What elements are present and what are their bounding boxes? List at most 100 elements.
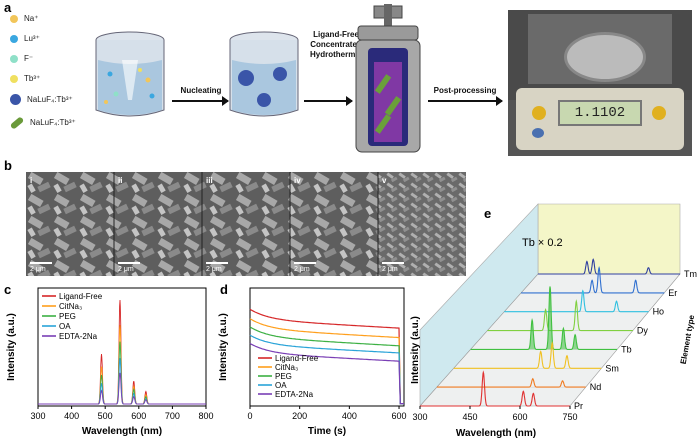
series-line-4 bbox=[249, 342, 404, 405]
sem-tile-v: v 2 μm bbox=[378, 172, 466, 276]
series-name-label: Sm bbox=[605, 363, 619, 373]
x-tick-label: 800 bbox=[198, 411, 213, 421]
series-line-3 bbox=[249, 334, 404, 405]
x-tick-label: 450 bbox=[462, 412, 477, 422]
panel-a-label: a bbox=[4, 0, 12, 15]
step-post-processing: Post-processing bbox=[433, 86, 497, 95]
series-name-label: Tb bbox=[621, 344, 632, 354]
x-tick-label: 300 bbox=[412, 412, 427, 422]
legend-na: Na⁺ bbox=[10, 14, 38, 23]
chart-d-xlabel: Time (s) bbox=[308, 426, 346, 437]
legend-label: Tb³⁺ bbox=[24, 74, 41, 83]
sem-tile-label: iii bbox=[206, 176, 213, 185]
legend-label: PEG bbox=[59, 312, 76, 321]
x-tick-label: 400 bbox=[64, 411, 79, 421]
balance-display: 1.1102 bbox=[558, 100, 642, 126]
balance-button-icon bbox=[532, 128, 544, 138]
sem-tile-label: iv bbox=[294, 176, 301, 185]
sem-images: i 2 μm ii 2 μm iii 2 μm iv 2 μm v 2 μm bbox=[26, 172, 466, 276]
x-tick-label: 600 bbox=[392, 411, 407, 421]
tb-ion-icon bbox=[10, 74, 18, 83]
chart-d-ylabel: Intensity (a.u.) bbox=[218, 313, 229, 381]
legend-nucleus: NaLuF₄:Tb³⁺ bbox=[10, 94, 73, 105]
nucleus-icon bbox=[10, 94, 21, 105]
series-name-label: Er bbox=[668, 288, 677, 298]
sem-texture bbox=[26, 172, 466, 276]
sem-tile-i: i 2 μm bbox=[26, 172, 114, 276]
legend-label: NaLuF₄:Tb³⁺ bbox=[30, 118, 76, 127]
series-name-label: Pr bbox=[574, 401, 583, 411]
series-line-er bbox=[521, 265, 665, 294]
legend-label: Ligand-Free bbox=[275, 354, 319, 363]
balance-photo: 1.1102 bbox=[508, 10, 692, 156]
scale-bar bbox=[30, 262, 52, 264]
chart-e-xlabel: Wavelength (nm) bbox=[456, 428, 536, 439]
x-tick-label: 500 bbox=[98, 411, 113, 421]
na-ion-icon bbox=[10, 14, 18, 23]
scale-label: 2 μm bbox=[294, 266, 310, 273]
f-ion-icon bbox=[10, 54, 18, 63]
legend-label: Lu³⁺ bbox=[24, 34, 40, 43]
legend-rod: NaLuF₄:Tb³⁺ bbox=[9, 115, 76, 130]
series-name-label: Ho bbox=[653, 307, 665, 317]
legend-label: CitNa₃ bbox=[275, 363, 298, 372]
scale-bar bbox=[382, 262, 404, 264]
panel-d-label: d bbox=[220, 282, 228, 297]
legend-label: OA bbox=[59, 322, 71, 331]
balance-button-icon bbox=[532, 106, 546, 120]
legend-lu: Lu³⁺ bbox=[10, 34, 40, 43]
legend-label: OA bbox=[275, 381, 287, 390]
autoclave-icon bbox=[355, 4, 421, 153]
series-line-4 bbox=[38, 372, 206, 405]
x-tick-label: 300 bbox=[30, 411, 45, 421]
series-line-2 bbox=[249, 326, 404, 405]
sem-tile-label: i bbox=[30, 176, 33, 185]
legend-label: F⁻ bbox=[24, 54, 34, 63]
nanorod-icon bbox=[9, 115, 25, 130]
balance-button-icon bbox=[652, 106, 666, 120]
x-tick-label: 600 bbox=[131, 411, 146, 421]
legend-label: EDTA-2Na bbox=[275, 390, 314, 399]
series-line-tm bbox=[538, 258, 680, 275]
panel-c-label: c bbox=[4, 282, 12, 297]
series-line-sm bbox=[453, 341, 602, 369]
x-tick-label: 0 bbox=[247, 411, 252, 421]
legend-label: EDTA-2Na bbox=[59, 332, 98, 341]
x-tick-label: 400 bbox=[342, 411, 357, 421]
chart-d-frame bbox=[249, 287, 405, 407]
scale-label: 2 μm bbox=[206, 266, 222, 273]
series-line-pr bbox=[420, 370, 570, 407]
sem-tile-iv: iv 2 μm bbox=[290, 172, 378, 276]
scale-label: 2 μm bbox=[30, 266, 46, 273]
legend-label: PEG bbox=[275, 372, 292, 381]
step-hydrothermal: Ligand-Free Concentrated Hydrothermal bbox=[309, 30, 362, 59]
legend-f: F⁻ bbox=[10, 54, 33, 63]
step-nucleating: Nucleating bbox=[180, 86, 222, 95]
chart-e-ylabel: Intensity (a.u.) bbox=[410, 316, 421, 384]
step-arrow bbox=[428, 96, 503, 106]
chart-c-frame bbox=[37, 287, 207, 407]
scale-label: 2 μm bbox=[382, 266, 398, 273]
x-tick-label: 700 bbox=[165, 411, 180, 421]
step-arrow bbox=[172, 96, 229, 106]
series-name-label: Dy bbox=[637, 326, 648, 336]
series-line-dy bbox=[487, 299, 633, 332]
series-line-0 bbox=[249, 308, 404, 405]
legend-label: Na⁺ bbox=[24, 14, 39, 23]
series-line-ho bbox=[504, 289, 649, 313]
chart-c-emission: 300 400 500 600 700 800 Ligand-FreeCitNa₃PEGO… bbox=[6, 287, 214, 437]
series-name-label: Tm bbox=[684, 269, 697, 279]
series-name-label: Nd bbox=[590, 382, 602, 392]
scale-bar bbox=[118, 262, 140, 264]
sem-tile-iii: iii 2 μm bbox=[202, 172, 290, 276]
beaker-nuclei-icon bbox=[229, 31, 299, 117]
sem-tile-label: ii bbox=[118, 176, 123, 185]
x-tick-label: 200 bbox=[292, 411, 307, 421]
scale-bar bbox=[206, 262, 228, 264]
scale-bar bbox=[294, 262, 316, 264]
legend-label: CitNa₃ bbox=[59, 302, 82, 311]
legend-label: NaLuF₄:Tb³⁺ bbox=[27, 95, 73, 104]
chart-e-annotation: Tb × 0.2 bbox=[522, 237, 563, 249]
panel-e-label: e bbox=[484, 206, 492, 221]
